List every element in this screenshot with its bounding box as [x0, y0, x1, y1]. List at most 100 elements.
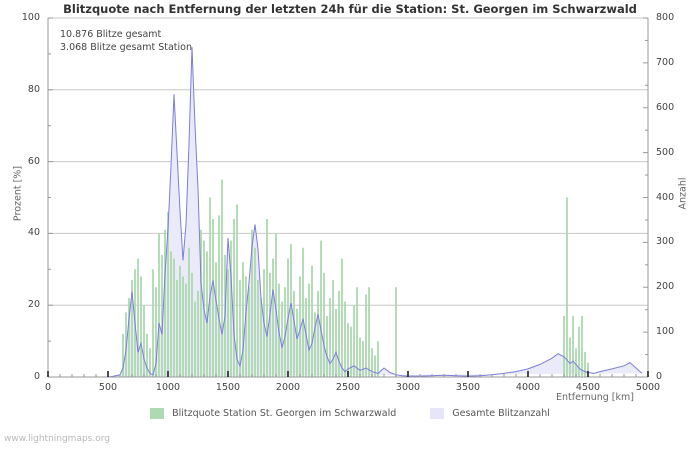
bar [158, 233, 160, 377]
bar [122, 333, 124, 377]
legend-label-total: Gesamte Blitzanzahl [452, 408, 550, 419]
bar [275, 233, 277, 377]
y2-tick-label: 300 [656, 236, 675, 248]
bar [371, 348, 373, 377]
bar [161, 254, 163, 377]
bar [239, 280, 241, 377]
legend-swatch-quote [150, 408, 165, 419]
bar [215, 262, 217, 377]
bar [140, 276, 142, 377]
watermark: www.lightningmaps.org [4, 434, 110, 444]
bar [344, 301, 346, 377]
bar [197, 290, 199, 377]
y-tick-label: 100 [21, 12, 40, 23]
bar [248, 287, 250, 377]
bar [323, 272, 325, 377]
bar [353, 305, 355, 377]
bar [308, 283, 310, 377]
bar [233, 219, 235, 377]
y2-tick-label: 200 [656, 281, 675, 293]
bar [341, 258, 343, 377]
y-tick-label: 80 [27, 83, 40, 95]
bar [251, 229, 253, 377]
y-tick-label: 20 [27, 299, 40, 311]
bar [290, 244, 292, 377]
bar [572, 315, 574, 377]
y-tick-label: 40 [27, 227, 40, 239]
total-count-line [48, 47, 643, 378]
bar [128, 298, 130, 377]
bar [365, 294, 367, 377]
legend-label-quote: Blitzquote Station St. Georgen im Schwar… [172, 408, 397, 419]
bar [578, 326, 580, 377]
bar [179, 265, 181, 377]
bar [305, 298, 307, 377]
bar [212, 219, 214, 377]
x-tick-label: 1500 [215, 382, 241, 393]
bar [167, 211, 169, 377]
bar [209, 197, 211, 377]
y2-tick-label: 0 [656, 371, 663, 382]
x-axis-title: Entfernung [km] [556, 392, 634, 403]
bar [314, 312, 316, 377]
bar [155, 287, 157, 377]
bar [581, 315, 583, 377]
x-tick-label: 0 [44, 382, 52, 393]
bar [206, 251, 208, 377]
x-tick-label: 4500 [575, 382, 601, 393]
bar [395, 287, 397, 377]
y2-tick-label: 500 [656, 146, 675, 158]
bar [350, 326, 352, 377]
y2-tick-label: 700 [656, 56, 675, 68]
bar [566, 197, 568, 377]
bar [302, 247, 304, 377]
bar [299, 276, 301, 377]
bar [311, 265, 313, 377]
bar [176, 280, 178, 377]
page-title: Blitzquote nach Entfernung der letzten 2… [63, 2, 637, 16]
tick-marks [47, 17, 649, 378]
x-tick-label: 500 [98, 382, 118, 393]
bar [587, 362, 589, 377]
bar [185, 283, 187, 377]
bar [191, 272, 193, 377]
bar [257, 280, 259, 377]
bar [338, 290, 340, 377]
bar [125, 312, 127, 377]
bar [272, 258, 274, 377]
y2-tick-label: 400 [656, 191, 675, 203]
bar [254, 247, 256, 377]
bar [563, 315, 565, 377]
bar [131, 280, 133, 377]
total-count-area [48, 47, 642, 377]
bar [218, 215, 220, 377]
bar [173, 258, 175, 377]
bar [227, 269, 229, 377]
x-tick-label: 4000 [515, 382, 541, 393]
bar [281, 301, 283, 377]
x-tick-label: 2000 [275, 382, 301, 393]
bar [326, 315, 328, 377]
bar [317, 290, 319, 377]
x-tick-label: 3500 [455, 382, 481, 393]
x-tick-label: 2500 [335, 382, 361, 393]
legend-item-total: Gesamte Blitzanzahl [430, 408, 550, 419]
annotation-station-strikes: 3.068 Blitze gesamt Station [60, 42, 193, 53]
x-tick-label: 3000 [395, 382, 421, 393]
bar [296, 308, 298, 377]
legend-item-quote: Blitzquote Station St. Georgen im Schwar… [150, 408, 396, 419]
bar [245, 276, 247, 377]
y2-tick-label: 600 [656, 101, 675, 113]
x-tick-label: 1000 [155, 382, 181, 393]
bar [368, 287, 370, 377]
y-axis-left-title: Prozent [%] [12, 165, 24, 222]
bar [293, 290, 295, 377]
x-tick-label: 5000 [635, 382, 661, 393]
bar [362, 341, 364, 377]
bar [377, 341, 379, 377]
bar [284, 287, 286, 377]
bar [230, 240, 232, 377]
y-tick-label: 0 [33, 371, 40, 382]
bar [152, 269, 154, 377]
